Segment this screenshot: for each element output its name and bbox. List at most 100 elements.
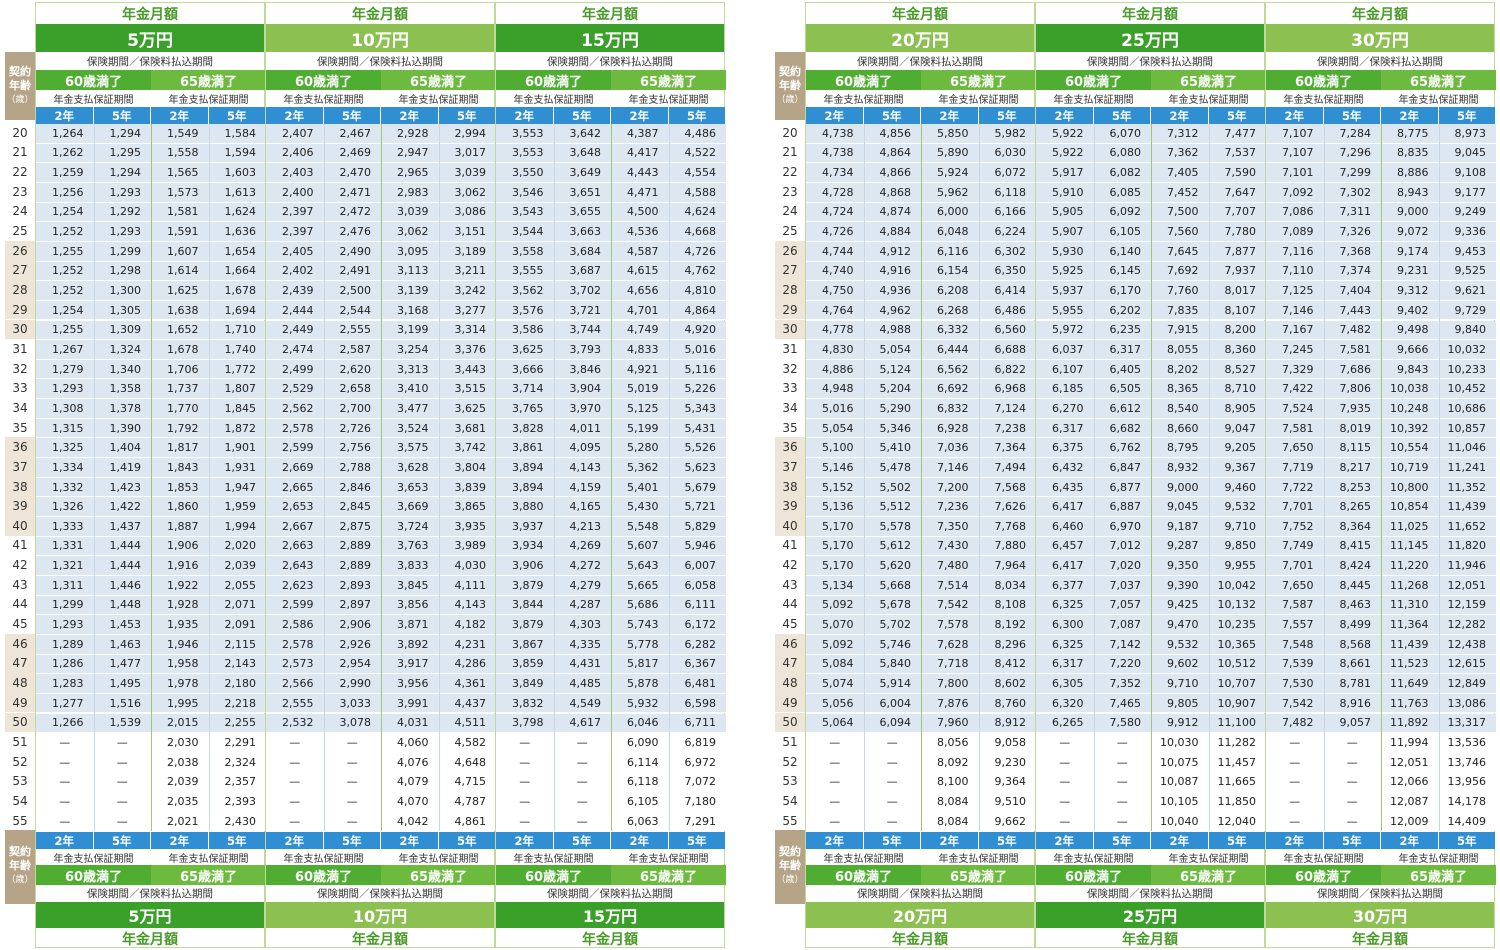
table-cell: 2,653 xyxy=(266,497,324,517)
table-cell: 3,849 xyxy=(496,674,554,694)
table-cell: 6,114 xyxy=(611,752,669,773)
table-cell: 3,410 xyxy=(381,379,439,400)
table-cell: 3,865 xyxy=(438,497,496,517)
table-cell: — xyxy=(36,772,94,793)
table-cell: 6,111 xyxy=(668,595,726,616)
table-cell: 1,444 xyxy=(93,556,151,576)
table-cell: 3,989 xyxy=(438,536,496,557)
table-cell: 4,864 xyxy=(863,143,921,164)
table-cell: 8,835 xyxy=(1381,143,1439,164)
insurance-period-label: 保険期間／保険料払込期間 xyxy=(547,888,673,901)
amount-column-3: 年金月額 15万円 保険期間／保険料払込期間 60歳満了 年金支払保証期間 65歳満了 年金… xyxy=(495,2,726,948)
table-cell: 4,471 xyxy=(611,182,669,203)
term-60-label: 60歳満了 xyxy=(36,865,151,886)
table-cell: — xyxy=(863,811,921,832)
table-cell: 1,293 xyxy=(36,615,94,635)
age-cell: 35 xyxy=(5,417,35,438)
column-divider xyxy=(921,124,922,832)
table-cell: 1,947 xyxy=(208,477,266,498)
table-cell: 2,430 xyxy=(208,811,266,832)
table-cell: 3,832 xyxy=(496,693,554,714)
table-cell: 5,152 xyxy=(806,477,864,498)
table-cell: 5,199 xyxy=(611,418,669,439)
year-5-footer: 5年 xyxy=(978,832,1036,850)
table-cell: 1,252 xyxy=(36,281,94,301)
age-cell: 43 xyxy=(775,574,805,595)
table-cell: 5,850 xyxy=(921,124,979,144)
table-cell: 5,526 xyxy=(668,438,726,459)
table-cell: 2,875 xyxy=(323,517,381,537)
table-cell: 5,100 xyxy=(806,438,864,459)
table-cell: 3,314 xyxy=(438,320,496,341)
amount-value: 10万円 xyxy=(266,24,494,52)
table-cell: 9,453 xyxy=(1438,241,1496,262)
table-cell: — xyxy=(806,752,864,773)
year-2-header: 2年 xyxy=(1151,107,1209,124)
year-5-header: 5年 xyxy=(93,107,151,124)
table-cell: 5,431 xyxy=(668,418,726,439)
table-cell: 1,267 xyxy=(36,340,94,360)
table-cell: 4,159 xyxy=(553,477,611,498)
age-cell: 52 xyxy=(775,751,805,772)
table-cell: 2,471 xyxy=(323,182,381,203)
table-cell: 8,912 xyxy=(978,713,1036,734)
age-cell: 39 xyxy=(5,496,35,516)
table-cell: 5,170 xyxy=(806,517,864,537)
table-cell: 3,839 xyxy=(438,477,496,498)
age-cell: 50 xyxy=(775,712,805,733)
table-cell: 4,335 xyxy=(553,634,611,655)
table-cell: 2,499 xyxy=(266,359,324,380)
term-65-label: 65歳満了 xyxy=(1151,70,1266,90)
table-cell: 1,295 xyxy=(93,143,151,164)
amount-value: 5万円 xyxy=(36,902,264,929)
table-cell: 7,329 xyxy=(1266,359,1324,380)
table-cell: 11,364 xyxy=(1381,615,1439,635)
table-cell: 3,669 xyxy=(381,497,439,517)
table-cell: 9,312 xyxy=(1381,281,1439,301)
year-2-footer: 2年 xyxy=(806,832,864,850)
table-cell: 9,367 xyxy=(1208,458,1266,478)
table-cell: — xyxy=(266,733,324,753)
table-cell: 2,926 xyxy=(323,634,381,655)
table-cell: 9,287 xyxy=(1151,536,1209,557)
table-cell: 5,578 xyxy=(863,517,921,537)
amount-value: 30万円 xyxy=(1266,902,1494,929)
table-cell: 5,910 xyxy=(1036,182,1094,203)
table-cell: 11,850 xyxy=(1208,792,1266,812)
table-cell: 14,409 xyxy=(1438,811,1496,832)
table-cell: 5,019 xyxy=(611,379,669,400)
table-cell: 11,241 xyxy=(1438,458,1496,478)
insurance-period-label: 保険期間／保険料払込期間 xyxy=(317,888,443,901)
table-cell: 3,859 xyxy=(496,654,554,675)
age-cell: 30 xyxy=(775,319,805,340)
table-cell: 7,915 xyxy=(1151,320,1209,341)
table-cell: 5,917 xyxy=(1036,163,1094,183)
column-divider xyxy=(1438,124,1440,832)
table-cell: 6,265 xyxy=(1036,713,1094,734)
table-cell: 8,905 xyxy=(1208,399,1266,419)
table-cell: 7,443 xyxy=(1323,300,1381,321)
table-cell: 1,664 xyxy=(208,261,266,282)
table-cell: 11,025 xyxy=(1381,517,1439,537)
table-cell: — xyxy=(1036,733,1094,753)
guarantee-period-label: 年金支払保証期間 xyxy=(938,853,1019,865)
table-cell: 3,856 xyxy=(381,595,439,616)
term-65-label: 65歳満了 xyxy=(921,70,1036,90)
table-cell: 4,213 xyxy=(553,517,611,537)
table-cell: 7,350 xyxy=(921,517,979,537)
table-cell: 3,515 xyxy=(438,379,496,400)
table-cell: 1,324 xyxy=(93,340,151,360)
table-cell: 10,857 xyxy=(1438,418,1496,439)
age-cell: 48 xyxy=(775,673,805,693)
table-cell: 9,231 xyxy=(1381,261,1439,282)
table-cell: — xyxy=(323,792,381,812)
table-cell: 3,991 xyxy=(381,693,439,714)
table-cell: 7,422 xyxy=(1266,379,1324,400)
table-cell: 9,072 xyxy=(1381,222,1439,242)
table-cell: 10,233 xyxy=(1438,359,1496,380)
table-cell: 1,591 xyxy=(151,222,209,242)
table-cell: 4,011 xyxy=(553,418,611,439)
table-cell: 2,500 xyxy=(323,281,381,301)
table-cell: 5,914 xyxy=(863,674,921,694)
table-cell: 4,656 xyxy=(611,281,669,301)
